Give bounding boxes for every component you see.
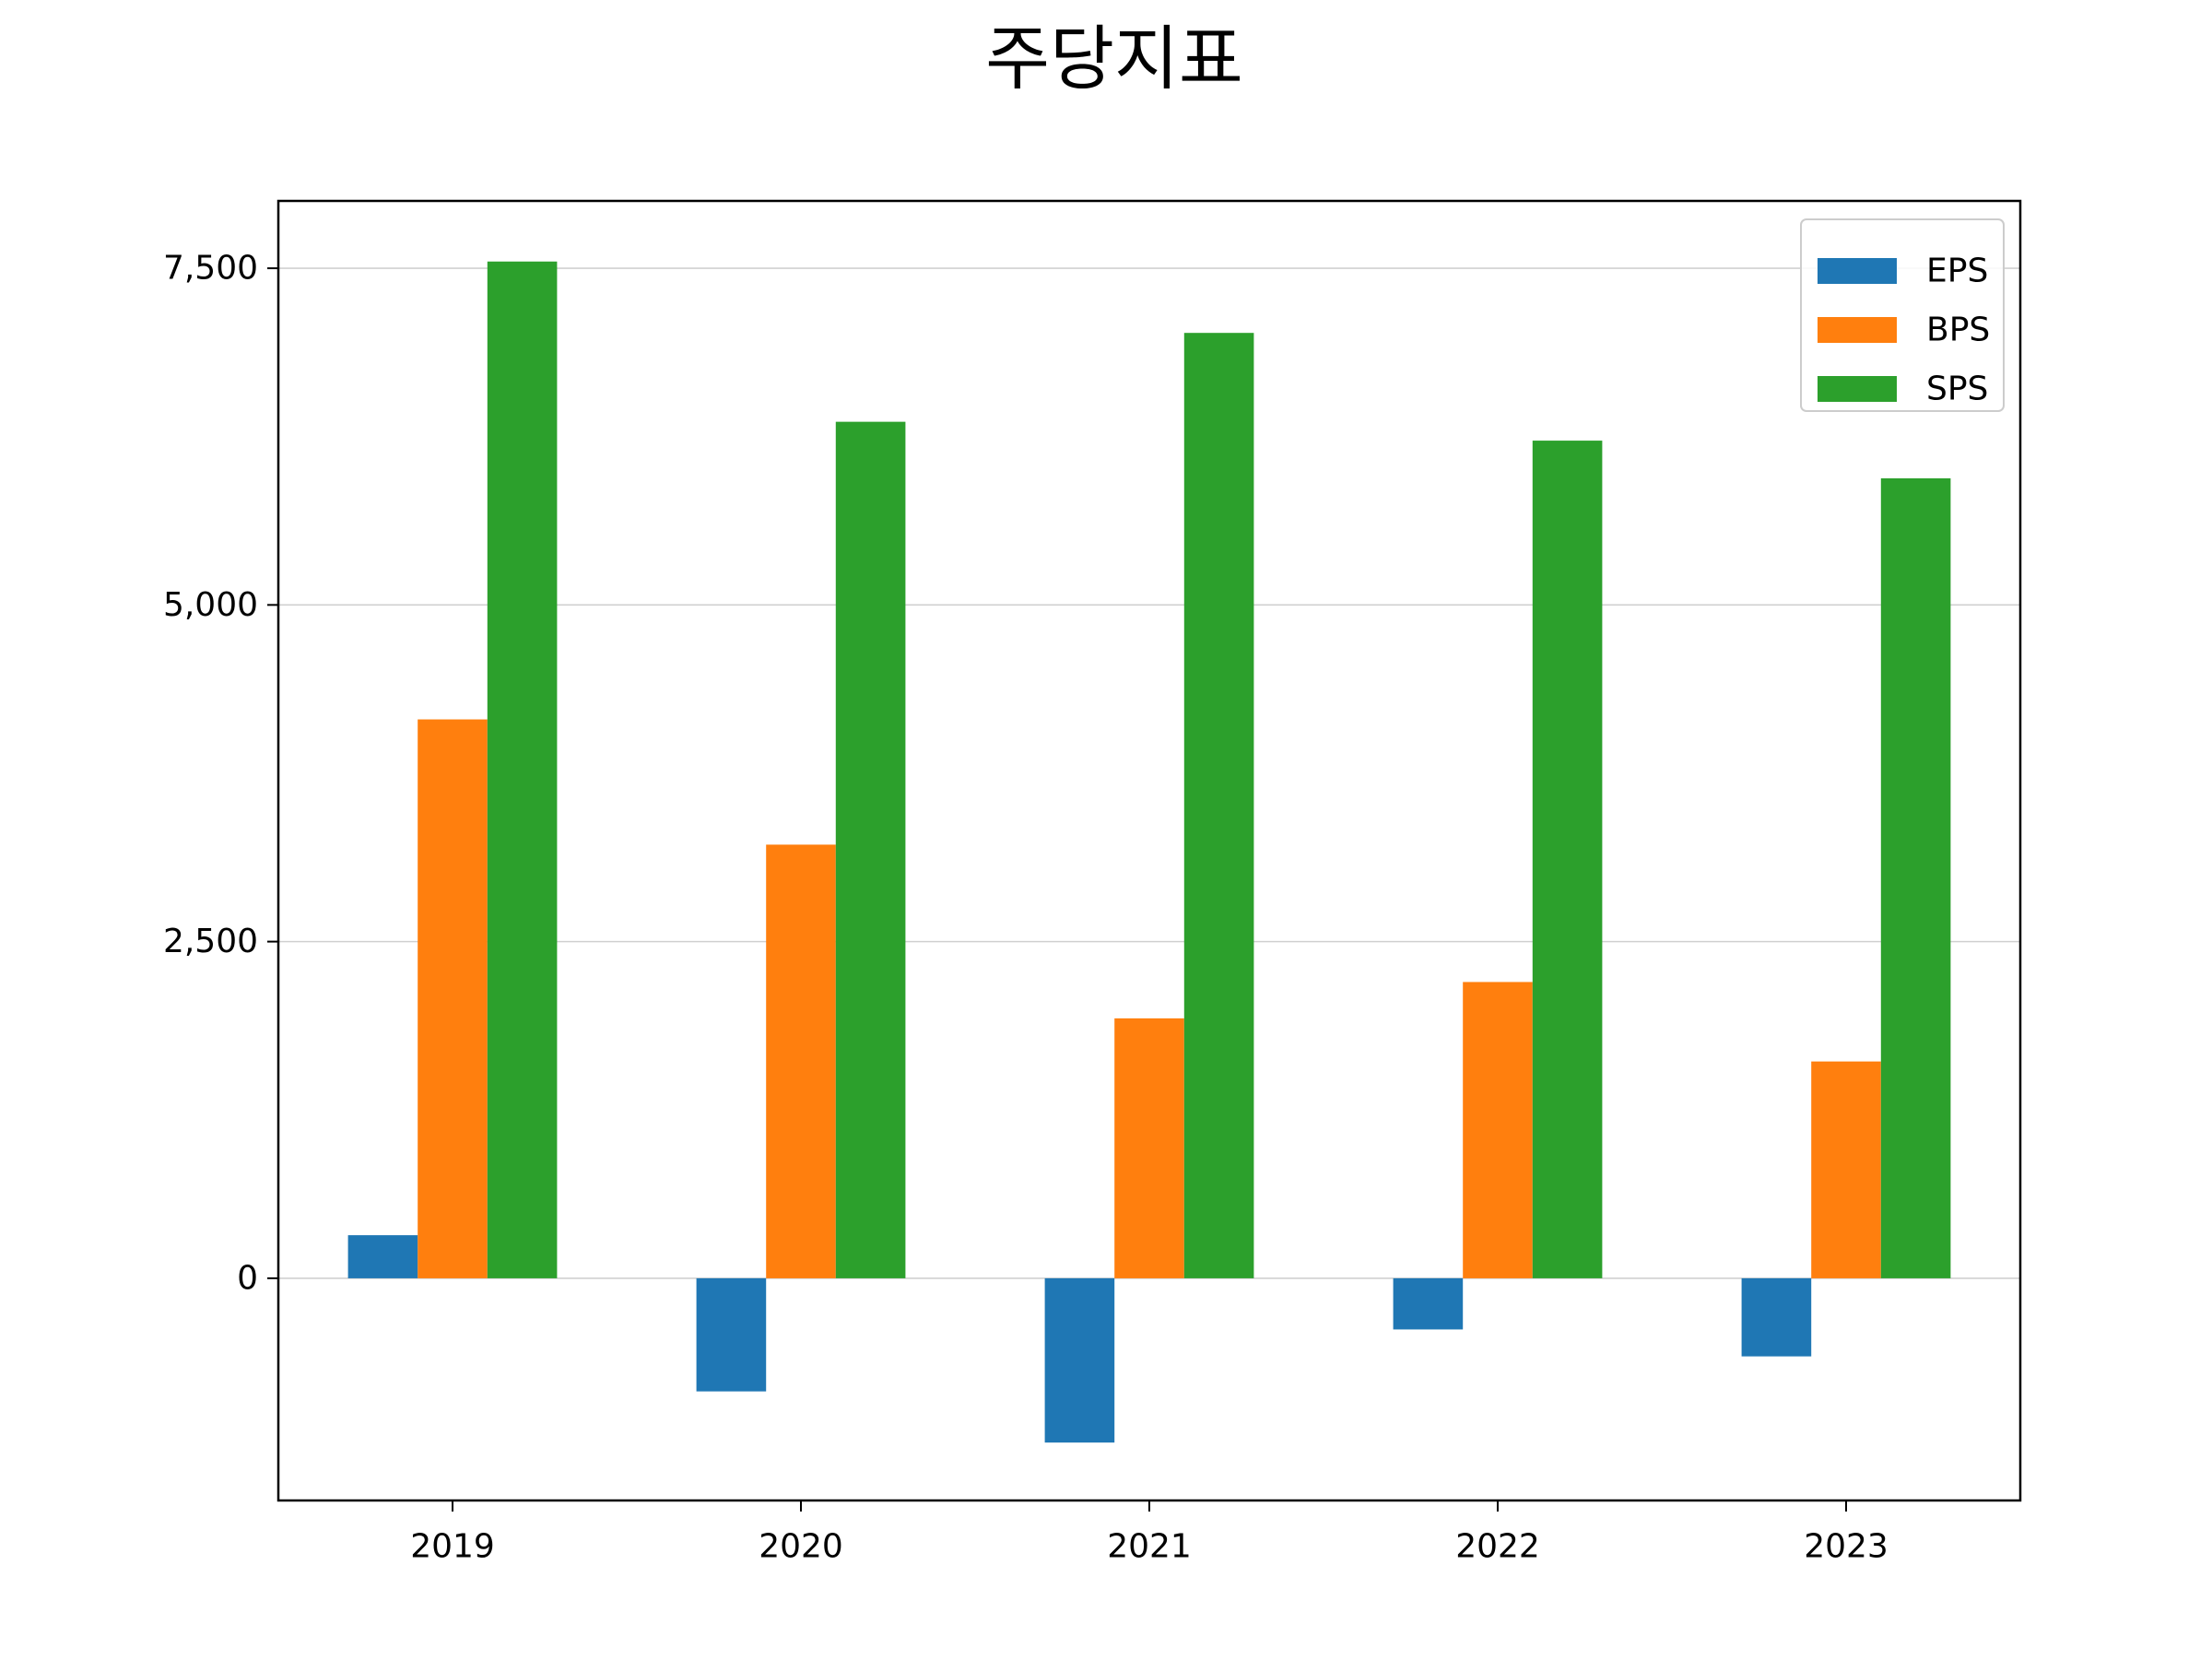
y-axis: 0 2,500 5,000 7,500 xyxy=(163,250,278,1297)
bar-bps-2020 xyxy=(766,844,836,1278)
y-tick-label: 2,500 xyxy=(163,923,258,960)
bar-eps-2023 xyxy=(1741,1277,1812,1357)
chart-title: 주당지표 xyxy=(985,18,1243,100)
legend-swatch-sps xyxy=(1818,376,1897,402)
bar-eps-2022 xyxy=(1393,1277,1464,1330)
plot-area xyxy=(278,201,2020,1500)
x-tick-label: 2021 xyxy=(1107,1528,1192,1566)
bar-sps-2022 xyxy=(1532,441,1603,1278)
bar-bps-2021 xyxy=(1114,1018,1184,1278)
legend-swatch-eps xyxy=(1818,258,1897,284)
y-tick-label: 7,500 xyxy=(163,250,258,288)
bar-eps-2019 xyxy=(347,1235,418,1278)
legend-swatch-bps xyxy=(1818,317,1897,343)
x-tick-label: 2023 xyxy=(1804,1528,1888,1566)
bar-bps-2019 xyxy=(418,719,488,1278)
bars xyxy=(347,261,1951,1443)
bar-bps-2023 xyxy=(1811,1061,1881,1278)
bar-sps-2023 xyxy=(1880,477,1951,1278)
x-axis: 2019 2020 2021 2022 2023 xyxy=(410,1500,1888,1566)
x-tick-label: 2022 xyxy=(1455,1528,1540,1566)
y-tick-label: 0 xyxy=(237,1259,258,1297)
bar-sps-2020 xyxy=(835,421,906,1278)
legend: EPS BPS SPS xyxy=(1800,218,2005,412)
bar-eps-2020 xyxy=(696,1277,767,1392)
y-tick-label: 5,000 xyxy=(163,586,258,624)
legend-label-bps: BPS xyxy=(1926,312,1990,349)
legend-label-sps: SPS xyxy=(1926,371,1988,408)
legend-label-eps: EPS xyxy=(1926,253,1988,290)
x-tick-label: 2020 xyxy=(759,1528,843,1566)
bar-bps-2022 xyxy=(1463,982,1533,1278)
x-tick-label: 2019 xyxy=(410,1528,495,1566)
bar-sps-2019 xyxy=(487,261,558,1278)
bar-sps-2021 xyxy=(1183,333,1254,1278)
bar-eps-2021 xyxy=(1044,1277,1115,1443)
